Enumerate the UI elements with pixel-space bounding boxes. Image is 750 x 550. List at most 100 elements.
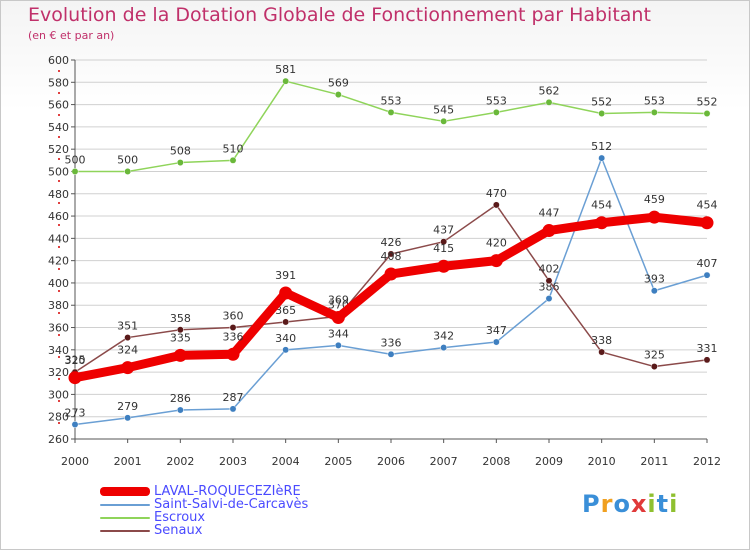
data-label: 500 (117, 153, 138, 166)
y-tick-label: 440 (48, 232, 69, 245)
proxiti-logo[interactable]: Proxiti (582, 490, 678, 518)
legend-swatch-senaux (100, 529, 150, 532)
data-label: 358 (170, 312, 191, 325)
axis-marker (58, 202, 60, 204)
data-label: 324 (117, 344, 138, 357)
logo-letter: P (582, 490, 601, 518)
y-tick-label: 540 (48, 121, 69, 134)
data-label: 553 (644, 94, 665, 107)
logo-letter: i (669, 490, 679, 518)
axis-marker (58, 312, 60, 314)
data-label: 545 (433, 103, 454, 116)
axis-marker (58, 334, 60, 336)
data-label: 420 (486, 237, 507, 250)
data-label: 454 (591, 199, 612, 212)
data-label: 581 (275, 63, 296, 76)
logo-letter: o (613, 490, 631, 518)
x-tick-label: 2011 (640, 455, 668, 468)
data-point (387, 250, 395, 258)
data-label: 470 (486, 187, 507, 200)
data-point (489, 254, 503, 268)
data-point (229, 156, 237, 164)
data-label: 360 (223, 310, 244, 323)
data-point (647, 210, 661, 224)
y-tick-label: 460 (48, 210, 69, 223)
x-tick-label: 2008 (482, 455, 510, 468)
data-label: 351 (117, 320, 138, 333)
data-point (331, 310, 345, 324)
data-point (598, 154, 606, 162)
data-point (492, 201, 500, 209)
data-point (703, 271, 711, 279)
data-label: 402 (539, 263, 560, 276)
data-label: 386 (539, 281, 560, 294)
axis-marker (58, 268, 60, 270)
data-label: 447 (539, 207, 560, 220)
data-label: 336 (381, 336, 402, 349)
data-point (492, 338, 500, 346)
data-point (229, 405, 237, 413)
data-label: 553 (381, 94, 402, 107)
data-label: 369 (328, 293, 349, 306)
data-label: 347 (486, 324, 507, 337)
data-point (545, 98, 553, 106)
data-label: 315 (65, 354, 86, 367)
y-tick-label: 560 (48, 99, 69, 112)
legend-swatch-laval (100, 487, 150, 496)
chart-title: Evolution de la Dotation Globale de Fonc… (28, 4, 651, 26)
y-tick-label: 480 (48, 188, 69, 201)
x-tick-label: 2007 (430, 455, 458, 468)
axis-marker (58, 224, 60, 226)
legend-item-laval[interactable]: LAVAL-ROQUECEZIèRE (100, 485, 308, 498)
data-label: 338 (591, 334, 612, 347)
legend-label-laval: LAVAL-ROQUECEZIèRE (154, 484, 301, 499)
x-tick-label: 2000 (61, 455, 89, 468)
series-line (74, 157, 708, 426)
data-label: 393 (644, 273, 665, 286)
data-label: 512 (591, 140, 612, 153)
axis-marker (58, 136, 60, 138)
data-point (71, 168, 79, 175)
data-point (282, 77, 290, 85)
y-tick-label: 400 (48, 277, 69, 290)
data-label: 273 (65, 407, 86, 420)
data-label: 454 (697, 199, 718, 212)
data-label: 340 (275, 332, 296, 345)
y-tick-label: 300 (48, 388, 69, 401)
x-tick-label: 2004 (272, 455, 300, 468)
data-point (440, 117, 448, 125)
data-label: 344 (328, 327, 349, 340)
data-label: 407 (697, 257, 718, 270)
data-point (68, 371, 82, 385)
y-tick-label: 600 (48, 54, 69, 67)
axis-marker (58, 400, 60, 402)
data-label: 437 (433, 224, 454, 237)
y-tick-label: 280 (48, 411, 69, 424)
data-point (173, 348, 187, 362)
legend-item-senaux[interactable]: Senaux (100, 524, 308, 537)
y-tick-label: 580 (48, 76, 69, 89)
legend-item-escroux[interactable]: Escroux (100, 511, 308, 524)
data-label: 279 (117, 400, 138, 413)
data-point (384, 267, 398, 281)
legend-label-saint-salvi: Saint-Salvi-de-Carcavès (154, 497, 309, 512)
data-point (545, 295, 553, 302)
data-label: 510 (223, 142, 244, 155)
data-point (650, 287, 658, 295)
data-label: 552 (591, 96, 612, 109)
legend-item-saint-salvi[interactable]: Saint-Salvi-de-Carcavès (100, 498, 308, 511)
data-point (124, 168, 132, 175)
data-label: 365 (275, 304, 296, 317)
y-tick-label: 320 (48, 366, 69, 379)
x-tick-label: 2001 (114, 455, 142, 468)
data-label: 408 (381, 250, 402, 263)
data-point (387, 350, 395, 358)
y-tick-label: 380 (48, 299, 69, 312)
data-point (492, 108, 500, 116)
y-tick-label: 360 (48, 322, 69, 335)
data-label: 459 (644, 193, 665, 206)
data-point (437, 259, 451, 273)
data-point (598, 348, 606, 356)
data-point (545, 277, 553, 285)
